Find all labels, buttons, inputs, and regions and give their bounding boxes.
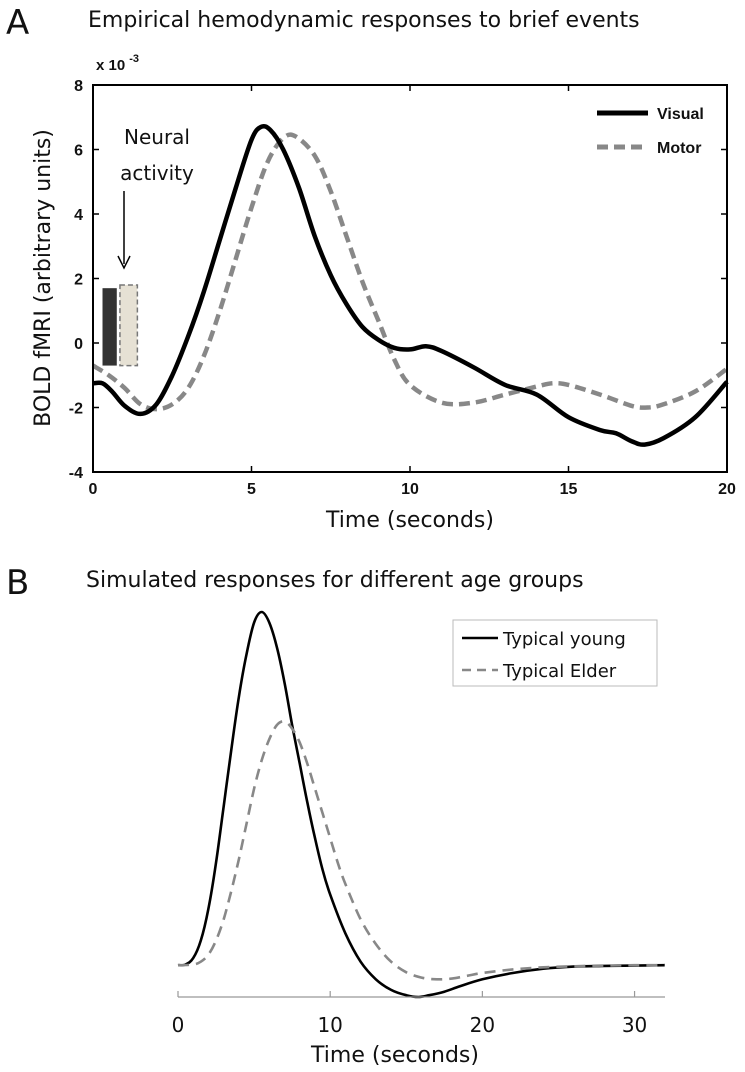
- panel-a-title: Empirical hemodynamic responses to brief…: [88, 8, 640, 33]
- neural-activity-label-line2: activity: [120, 161, 194, 185]
- panel-b-x-tick-label: 10: [317, 1013, 342, 1037]
- panel-a-y-multiplier-exponent: -3: [129, 53, 139, 65]
- panel-b-legend: Typical young Typical Elder: [452, 619, 658, 687]
- panel-a-x-axis-label: Time (seconds): [325, 508, 494, 533]
- legend-motor-label: Motor: [657, 140, 701, 157]
- panel-a-legend: Visual Motor: [597, 106, 704, 157]
- legend-visual-label: Visual: [657, 106, 704, 123]
- neural-activity-label-line1: Neural: [124, 125, 190, 149]
- panel-a-y-multiplier-base: x 10: [96, 57, 125, 74]
- panel-b-legend-box: [452, 619, 658, 687]
- panel-a-y-axis-label: BOLD fMRI (arbitrary units): [31, 129, 56, 427]
- neural-activity-arrow: [117, 191, 131, 270]
- panel-a-x-tick-label: 5: [247, 481, 256, 498]
- panel-b-ticks: 0 10 20 30: [172, 991, 647, 1037]
- neural-activity-bar-motor: [119, 284, 139, 367]
- panel-a-neural-bars: [102, 284, 139, 367]
- panel-a-x-tick-label: 20: [718, 481, 736, 498]
- panel-a-plot-frame: [92, 84, 728, 473]
- visual-series-line: [92, 123, 729, 447]
- panel-b-x-axis-label: Time (seconds): [310, 1043, 479, 1068]
- panel-a-letter: A: [6, 3, 29, 43]
- elder-series-line: [177, 720, 665, 981]
- panel-a-y-tick-label: 8: [74, 78, 83, 95]
- panel-b-x-tick-label: 0: [172, 1013, 185, 1037]
- panel-a-y-tick-label: -2: [69, 401, 83, 418]
- panel-a-y-multiplier: x 10 -3: [96, 53, 139, 74]
- panel-a-y-tick-label: 0: [74, 336, 83, 353]
- panel-b-x-tick-label: 20: [470, 1013, 495, 1037]
- panel-b-x-tick-label: 30: [622, 1013, 647, 1037]
- panel-a-x-tick-label: 10: [401, 481, 419, 498]
- panel-a-y-tick-label: -4: [69, 465, 83, 482]
- legend-young-label: Typical young: [502, 629, 626, 650]
- panel-a: A Empirical hemodynamic responses to bri…: [6, 3, 736, 533]
- panel-a-x-tick-label: 0: [89, 481, 98, 498]
- panel-a-y-tick-label: 4: [74, 207, 83, 224]
- neural-activity-bar-visual: [102, 288, 117, 366]
- panel-a-x-tick-label: 15: [560, 481, 578, 498]
- young-series-line: [177, 610, 666, 999]
- panel-a-lines: [91, 123, 729, 447]
- panel-b-title: Simulated responses for different age gr…: [86, 568, 584, 593]
- motor-series-line: [91, 132, 729, 412]
- panel-b-letter: B: [6, 563, 29, 603]
- panel-a-y-tick-label: 6: [74, 143, 83, 160]
- panel-b: B Simulated responses for different age …: [6, 563, 666, 1068]
- legend-elder-label: Typical Elder: [502, 661, 617, 682]
- panel-b-lines: [177, 610, 666, 999]
- panel-a-y-tick-label: 2: [74, 272, 83, 289]
